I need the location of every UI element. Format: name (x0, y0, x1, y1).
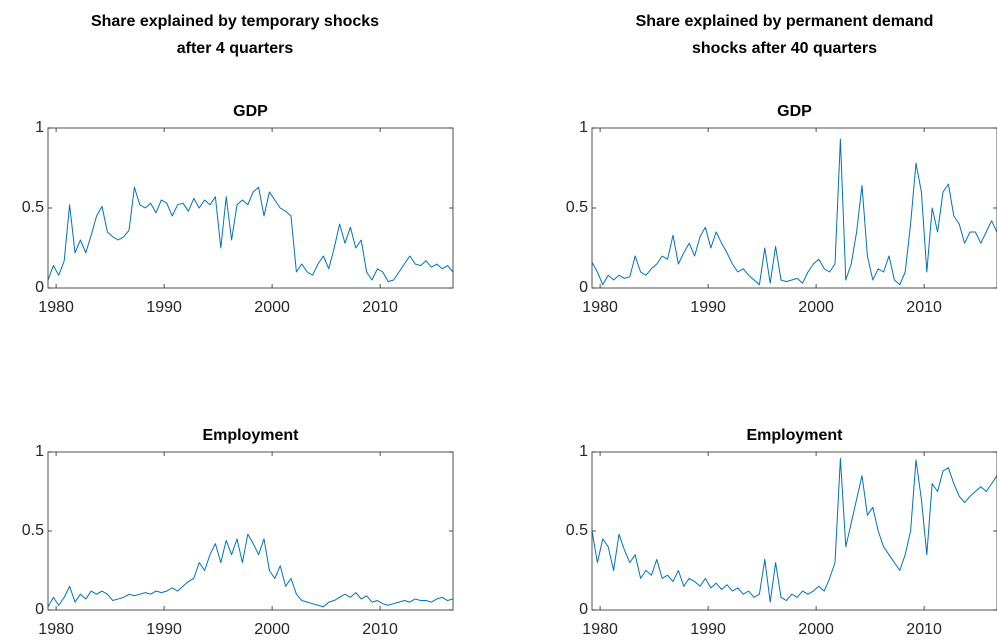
y-tick-label: 0 (35, 601, 44, 618)
column-title: Share explained by temporary shocks afte… (90, 13, 380, 57)
y-tick-label: 1 (35, 443, 44, 460)
y-tick-label: 0 (579, 279, 588, 296)
x-tick-label: 2000 (254, 299, 290, 316)
y-tick-label: 0 (35, 279, 44, 296)
y-tick-label: 0.5 (22, 199, 44, 216)
x-tick-label: 2000 (798, 621, 834, 638)
y-tick-label: 1 (579, 119, 588, 136)
panel-title: GDP (233, 103, 268, 120)
data-line (591, 457, 997, 603)
y-tick-label: 0.5 (566, 199, 588, 216)
x-tick-label: 2000 (254, 621, 290, 638)
column-title: Share explained by permanent demand shoc… (635, 13, 934, 57)
y-tick-label: 0.5 (22, 522, 44, 539)
x-tick-label: 2010 (362, 299, 398, 316)
x-tick-label: 2010 (362, 621, 398, 638)
y-tick-label: 1 (35, 119, 44, 136)
x-tick-label: 1980 (582, 621, 618, 638)
y-tick-label: 0.5 (566, 522, 588, 539)
axes-box (47, 127, 454, 289)
axes-box (591, 127, 997, 289)
y-tick-label: 1 (579, 443, 588, 460)
x-tick-label: 2010 (906, 299, 942, 316)
x-tick-label: 1990 (690, 621, 726, 638)
x-tick-label: 1980 (582, 299, 618, 316)
data-line (47, 186, 454, 283)
x-tick-label: 1990 (690, 299, 726, 316)
data-line (47, 533, 454, 608)
axes-box (47, 451, 454, 611)
x-tick-label: 1980 (38, 299, 74, 316)
panel-title: Employment (202, 427, 299, 444)
x-tick-label: 1990 (146, 621, 182, 638)
panel-title: Employment (746, 427, 843, 444)
panel-title: GDP (777, 103, 812, 120)
x-tick-label: 2000 (798, 299, 834, 316)
axes-box (591, 451, 997, 611)
x-tick-label: 1980 (38, 621, 74, 638)
x-tick-label: 1990 (146, 299, 182, 316)
x-tick-label: 2010 (906, 621, 942, 638)
data-line (591, 138, 997, 286)
y-tick-label: 0 (579, 601, 588, 618)
